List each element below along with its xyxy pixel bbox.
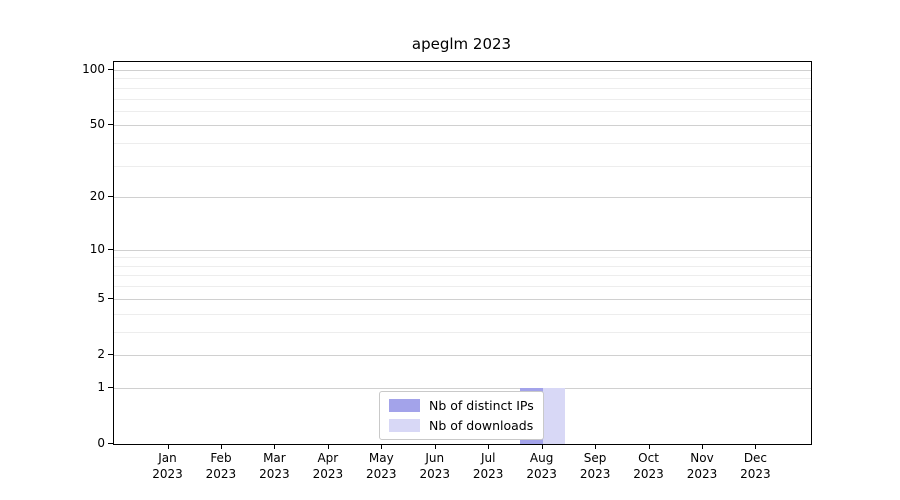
gridline-minor-3	[114, 331, 811, 333]
y-tick-mark-1	[108, 386, 113, 388]
y-tick-label-5: 5	[97, 290, 105, 305]
gridline-minor-30	[114, 165, 811, 167]
x-tick-label-mar-2023: Mar 2023	[259, 451, 290, 481]
gridline-major-5	[114, 298, 811, 300]
x-tick-label-may-2023: May 2023	[366, 451, 397, 481]
gridline-major-1	[114, 387, 811, 389]
x-tick-mark-jan-2023	[167, 444, 169, 449]
legend-label-downloads: Nb of downloads	[429, 418, 534, 433]
x-tick-mark-may-2023	[381, 444, 383, 449]
x-tick-label-jun-2023: Jun 2023	[419, 451, 451, 481]
gridline-major-100	[114, 69, 811, 71]
y-tick-label-10: 10	[89, 241, 105, 256]
x-tick-label-aug-2023: Aug 2023	[526, 451, 557, 481]
gridline-major-20	[114, 197, 811, 199]
legend-label-distinct-ips: Nb of distinct IPs	[429, 398, 534, 413]
y-tick-label-0: 0	[97, 436, 105, 450]
y-tick-label-1: 1	[97, 379, 105, 394]
y-tick-label-2: 2	[97, 346, 105, 361]
y-tick-label-50: 50	[89, 117, 105, 132]
x-tick-label-jan-2023: Jan 2023	[152, 451, 183, 481]
chart-title: apeglm 2023	[411, 35, 512, 53]
x-tick-label-dec-2023: Dec 2023	[740, 451, 771, 481]
legend-row-distinct-ips: Nb of distinct IPs	[389, 398, 534, 413]
x-tick-label-feb-2023: Feb 2023	[205, 451, 237, 481]
y-tick-label-20: 20	[89, 189, 105, 204]
gridline-minor-90	[114, 78, 811, 80]
x-tick-mark-sep-2023	[595, 444, 597, 449]
gridline-minor-80	[114, 87, 811, 89]
y-tick-label-100: 100	[82, 61, 105, 76]
gridline-minor-6	[114, 286, 811, 288]
downloads-swatch-icon	[389, 419, 420, 432]
x-tick-mark-feb-2023	[220, 444, 222, 449]
gridline-minor-9	[114, 257, 811, 259]
gridline-minor-40	[114, 143, 811, 145]
x-tick-mark-dec-2023	[755, 444, 757, 449]
legend: Nb of distinct IPs Nb of downloads	[379, 391, 544, 440]
x-tick-mark-jun-2023	[434, 444, 436, 449]
y-tick-mark-100	[108, 68, 113, 70]
x-tick-label-jul-2023: Jul 2023	[472, 451, 504, 481]
plot-area: Nb of distinct IPs Nb of downloads	[113, 61, 812, 445]
x-tick-label-sep-2023: Sep 2023	[579, 451, 611, 481]
gridline-major-2	[114, 354, 811, 356]
x-tick-mark-mar-2023	[274, 444, 276, 449]
x-tick-mark-apr-2023	[327, 444, 329, 449]
x-tick-label-oct-2023: Oct 2023	[633, 451, 664, 481]
y-tick-mark-50	[108, 124, 113, 126]
gridline-minor-7	[114, 275, 811, 277]
y-tick-mark-2	[108, 353, 113, 355]
legend-row-downloads: Nb of downloads	[389, 418, 534, 433]
y-tick-mark-5	[108, 297, 113, 299]
y-tick-mark-20	[108, 196, 113, 198]
x-tick-mark-jul-2023	[488, 444, 490, 449]
gridline-minor-4	[114, 313, 811, 315]
gridline-major-50	[114, 125, 811, 127]
x-tick-label-apr-2023: Apr 2023	[312, 451, 344, 481]
gridline-major-10	[114, 249, 811, 251]
gridline-minor-60	[114, 110, 811, 112]
x-tick-mark-aug-2023	[541, 444, 543, 449]
distinct-ips-swatch-icon	[389, 399, 420, 412]
gridline-minor-70	[114, 98, 811, 100]
gridline-minor-8	[114, 265, 811, 267]
bar-nb-of-downloads-aug-2023	[542, 387, 565, 444]
y-tick-mark-0	[108, 443, 113, 444]
x-tick-label-nov-2023: Nov 2023	[686, 451, 718, 481]
y-tick-mark-10	[108, 248, 113, 250]
x-tick-mark-nov-2023	[702, 444, 703, 449]
x-tick-mark-oct-2023	[648, 444, 650, 449]
